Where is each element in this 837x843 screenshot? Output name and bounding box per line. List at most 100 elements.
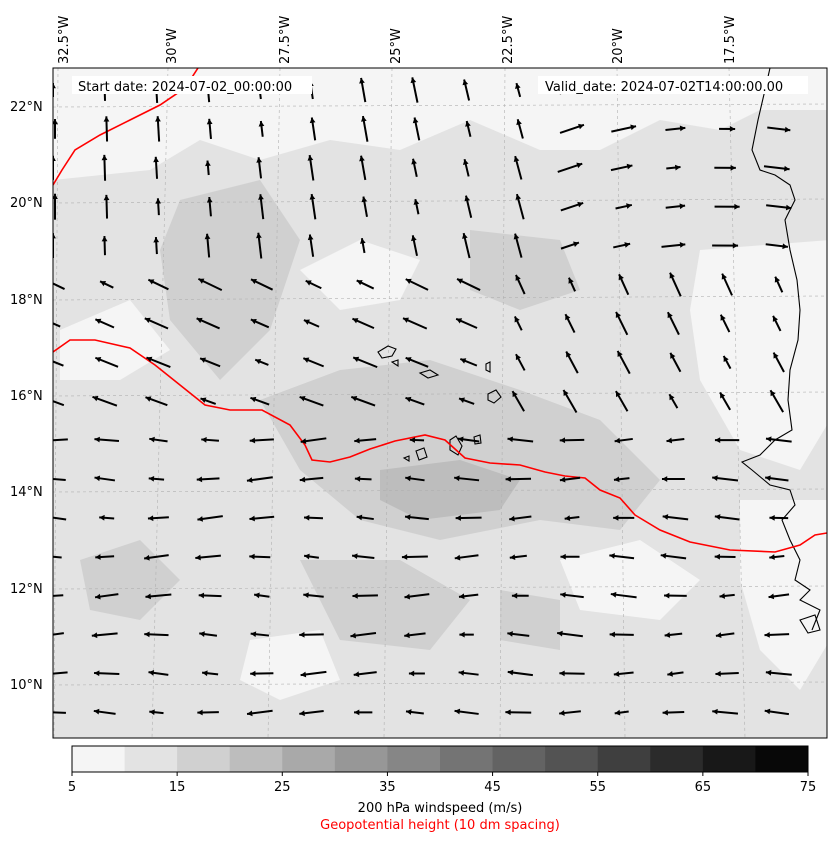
lat-label: 16°N <box>10 389 43 404</box>
wind-arrow-head <box>559 476 566 483</box>
wind-arrow-head <box>405 396 412 403</box>
wind-arrow-head <box>626 163 633 170</box>
wind-arrow-head <box>196 317 203 324</box>
wind-arrow-head <box>715 632 722 638</box>
wind-arrow-head <box>250 318 257 325</box>
wind-arrow-head <box>354 437 360 444</box>
colorbar-ticks: 5 15 25 35 45 55 65 75 <box>68 772 816 795</box>
valid-date-box <box>538 76 808 94</box>
wind-arrow-head <box>99 514 105 521</box>
wind-arrow-head <box>144 317 151 324</box>
wind-arrow-head <box>250 278 257 285</box>
wind-arrow-head <box>662 709 668 716</box>
wind-arrow-head <box>784 165 790 172</box>
wind-arrow-head <box>147 515 154 522</box>
wind-arrow-head <box>560 592 566 598</box>
wind-arrow-shaft <box>53 477 66 481</box>
wind-arrow-head <box>198 592 205 599</box>
wind-arrow-head <box>256 157 263 163</box>
wind-arrow-head <box>299 476 306 483</box>
wind-arrow-head <box>42 671 48 677</box>
wind-arrow-head <box>729 126 736 132</box>
wind-arrow-head <box>354 709 360 716</box>
wind-arrow-head <box>559 670 565 677</box>
wind-arrow-head <box>145 396 152 402</box>
wind-arrow-head <box>256 232 262 239</box>
lon-label: 32.5°W <box>57 16 72 64</box>
wind-arrow-head <box>784 126 791 133</box>
colorbar-tick-label: 15 <box>169 780 186 795</box>
wind-arrow-head <box>765 436 772 443</box>
wind-arrow-head <box>507 669 514 676</box>
lon-label: 17.5°W <box>723 16 738 64</box>
wind-arrow-head <box>770 390 776 397</box>
wind-arrow-head <box>250 631 257 638</box>
wind-arrow-head <box>454 475 460 482</box>
wind-arrow-head <box>764 631 770 638</box>
wind-arrow-head <box>255 358 262 365</box>
wind-arrow-head <box>411 158 417 165</box>
wind-arrow-head <box>246 477 253 483</box>
colorbar-tick-label: 55 <box>589 780 606 795</box>
wind-arrow-head <box>199 631 205 637</box>
lon-label: 20°W <box>611 28 626 64</box>
wind-arrow-head <box>53 193 58 199</box>
wind-arrow-shaft <box>53 632 64 636</box>
wind-arrow-head <box>462 233 468 239</box>
colorbar-swatch <box>440 746 494 772</box>
wind-arrow-head <box>670 352 676 359</box>
wind-arrow-head <box>782 243 788 250</box>
wind-arrow-head <box>630 124 637 131</box>
colorbar-subtitle: Geopotential height (10 dm spacing) <box>320 818 560 833</box>
wind-arrows <box>42 77 792 717</box>
wind-arrow-shaft <box>53 282 65 290</box>
wind-arrow-head <box>299 710 305 717</box>
wind-arrow-head <box>774 276 781 283</box>
wind-arrow-head <box>405 709 412 715</box>
wind-arrow-head <box>299 395 306 402</box>
wind-arrow-head <box>305 280 312 286</box>
wind-arrow-head <box>47 593 52 599</box>
wind-arrow-head <box>144 631 150 638</box>
wind-arrow-head <box>153 237 160 243</box>
wind-arrow-head <box>148 475 155 482</box>
wind-arrow-head <box>352 553 358 560</box>
wind-arrow-head <box>149 436 155 443</box>
wind-arrow-head <box>197 709 203 716</box>
wind-arrow-head <box>95 593 101 600</box>
colorbar-swatch <box>545 746 599 772</box>
wind-arrow-head <box>459 631 465 638</box>
wind-arrow-head <box>153 156 159 163</box>
wind-arrow-head <box>247 710 253 717</box>
wind-arrow-head <box>307 234 314 241</box>
wind-arrow-head <box>408 670 415 677</box>
geopotential-contour-south <box>53 339 827 553</box>
colorbar-title: 200 hPa windspeed (m/s) <box>357 801 523 816</box>
wind-arrow-head <box>578 123 584 130</box>
colorbar-swatch <box>650 746 704 772</box>
wind-arrow-head <box>568 277 574 284</box>
wind-arrow-head <box>720 392 726 399</box>
wind-arrow-head <box>734 203 740 210</box>
wind-arrow-head <box>515 194 522 200</box>
lat-label: 18°N <box>10 293 43 308</box>
colorbar-swatch <box>702 746 756 772</box>
start-date-label: Start date: 2024-07-02_00:00:00 <box>78 80 292 95</box>
wind-arrow-head <box>53 83 56 89</box>
wind-arrow-head <box>356 514 363 521</box>
wind-arrow-head <box>515 274 521 281</box>
wind-arrow-shaft <box>53 400 65 407</box>
map-frame <box>52 67 828 739</box>
wind-arrow-head <box>195 554 201 561</box>
wind-arrow-head <box>714 553 720 560</box>
wind-arrow-head <box>669 394 675 401</box>
colorbar-swatch <box>387 746 441 772</box>
wind-arrow-shaft <box>53 594 64 597</box>
wind-arrow-head <box>720 314 726 321</box>
wind-arrow-head <box>200 357 207 363</box>
colorbar-tick-label: 45 <box>484 780 501 795</box>
wind-arrow-head <box>773 352 779 359</box>
wind-arrow-head <box>509 515 515 522</box>
lat-label: 22°N <box>10 100 43 115</box>
wind-arrow-head <box>404 632 410 639</box>
